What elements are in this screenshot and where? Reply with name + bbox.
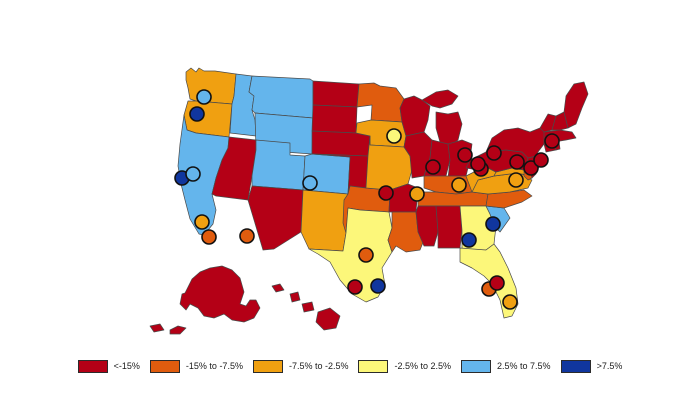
state-AK[interactable] — [149, 265, 261, 335]
state-HI[interactable] — [271, 283, 341, 331]
metro-dot-baltimore[interactable] — [508, 172, 524, 188]
metro-dot-phoenix[interactable] — [239, 228, 255, 244]
legend-label: <-15% — [113, 360, 140, 371]
metro-dots-layer — [174, 89, 560, 310]
legend-entry: <-15% — [77, 359, 140, 373]
legend-label: >7.5% — [596, 360, 623, 371]
legend-label: -15% to -7.5% — [185, 360, 243, 371]
state-AZ[interactable] — [247, 185, 304, 251]
metro-dot-denver[interactable] — [302, 175, 318, 191]
metro-dot-houston[interactable] — [370, 278, 386, 294]
metro-dot-milwaukee[interactable] — [457, 147, 473, 163]
state-MI[interactable] — [421, 89, 463, 149]
metro-dot-boston[interactable] — [544, 133, 560, 149]
metro-dot-charlotte[interactable] — [485, 216, 501, 232]
legend-swatch — [358, 359, 389, 373]
state-ME[interactable] — [563, 81, 589, 129]
legend-entry: -15% to -7.5% — [149, 359, 243, 373]
legend-swatch — [461, 359, 492, 373]
metro-dot-cleveland[interactable] — [486, 145, 502, 161]
metro-dot-dallas[interactable] — [358, 247, 374, 263]
metro-dot-miami[interactable] — [502, 294, 518, 310]
metro-dot-portland[interactable] — [189, 106, 205, 122]
state-ND[interactable] — [312, 80, 360, 108]
state-NM[interactable] — [300, 189, 349, 252]
legend-swatch — [149, 359, 180, 373]
state-MT[interactable] — [248, 75, 314, 119]
state-TN[interactable] — [417, 191, 489, 207]
metro-dot-philadelphia[interactable] — [523, 160, 539, 176]
metro-dot-columbus[interactable] — [470, 156, 486, 172]
metro-dot-seattle[interactable] — [196, 89, 212, 105]
metro-dot-san-diego[interactable] — [201, 229, 217, 245]
metro-dot-pittsburgh[interactable] — [509, 154, 525, 170]
map-canvas — [149, 67, 589, 335]
metro-dot-minneapolis[interactable] — [386, 128, 402, 144]
state-NC[interactable] — [485, 189, 533, 209]
legend-swatch — [560, 359, 591, 373]
metro-dot-cincinnati[interactable] — [451, 177, 467, 193]
state-TX[interactable] — [308, 207, 393, 303]
state-NE[interactable] — [311, 130, 371, 157]
legend-entry: 2.5% to 7.5% — [461, 359, 551, 373]
metro-dot-los-angeles[interactable] — [194, 214, 210, 230]
metro-dot-atlanta[interactable] — [461, 232, 477, 248]
metro-dot-chicago[interactable] — [425, 159, 441, 175]
metro-dot-orlando[interactable] — [489, 275, 505, 291]
metro-dot-new-york[interactable] — [533, 152, 549, 168]
legend-label: -2.5% to 2.5% — [394, 360, 452, 371]
legend-label: -7.5% to -2.5% — [288, 360, 349, 371]
state-MN[interactable] — [356, 82, 405, 123]
state-WI[interactable] — [399, 95, 431, 137]
legend-swatch — [252, 359, 283, 373]
legend-entry: -7.5% to -2.5% — [252, 359, 349, 373]
metro-dot-st-louis[interactable] — [409, 186, 425, 202]
state-AL[interactable] — [435, 205, 463, 249]
states-layer — [149, 67, 589, 335]
state-SD[interactable] — [311, 104, 358, 134]
metro-dot-san-antonio[interactable] — [347, 279, 363, 295]
legend-entry: >7.5% — [560, 359, 623, 373]
legend-label: 2.5% to 7.5% — [497, 360, 551, 371]
legend-swatch — [77, 359, 108, 373]
map-legend: <-15% -15% to -7.5% -7.5% to -2.5% -2.5% to… — [0, 352, 700, 380]
metro-dot-sacramento[interactable] — [185, 166, 201, 182]
state-NH[interactable] — [551, 111, 569, 131]
metro-dot-kansas-city[interactable] — [378, 185, 394, 201]
us-map-svg — [149, 67, 589, 335]
legend-entry: -2.5% to 2.5% — [358, 359, 452, 373]
